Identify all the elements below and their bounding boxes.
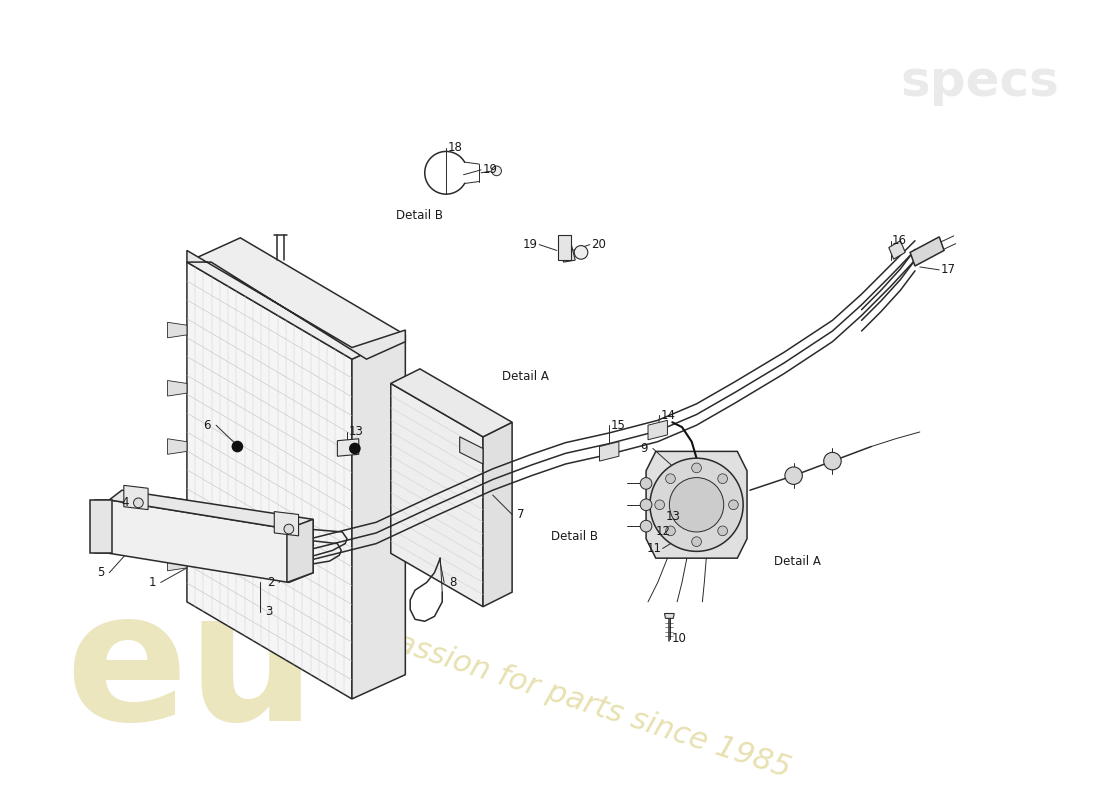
Circle shape [232,441,243,452]
Text: 13: 13 [349,426,363,438]
Polygon shape [559,241,575,262]
Text: 17: 17 [940,263,956,276]
Text: 3: 3 [265,605,272,618]
Polygon shape [390,383,483,606]
Text: 1: 1 [148,576,156,589]
Circle shape [718,526,727,536]
Polygon shape [483,422,513,606]
Polygon shape [352,335,405,699]
Polygon shape [109,500,289,582]
Text: Detail A: Detail A [503,370,549,383]
Text: 20: 20 [591,238,606,251]
Polygon shape [558,235,571,260]
Text: 5: 5 [97,566,104,579]
Circle shape [692,537,702,546]
Polygon shape [124,486,148,510]
Circle shape [640,499,652,510]
Polygon shape [646,451,747,558]
Text: 13: 13 [666,510,681,523]
Polygon shape [390,369,513,437]
Circle shape [284,524,294,534]
Circle shape [728,500,738,510]
Polygon shape [648,420,668,440]
Text: 10: 10 [672,632,686,646]
Circle shape [640,520,652,532]
Polygon shape [167,381,187,396]
Text: 16: 16 [892,234,906,247]
Text: a passion for parts since 1985: a passion for parts since 1985 [346,614,794,784]
Polygon shape [90,500,112,554]
Text: 7: 7 [517,508,525,521]
Polygon shape [109,490,314,529]
Circle shape [785,467,802,484]
Text: 18: 18 [448,141,462,154]
Polygon shape [95,500,109,554]
Circle shape [654,500,664,510]
Circle shape [133,498,143,508]
Polygon shape [187,250,405,359]
Circle shape [718,474,727,483]
Circle shape [666,526,675,536]
Text: 14: 14 [661,409,675,422]
Text: 6: 6 [204,418,211,432]
Text: 19: 19 [524,238,538,251]
Text: eu: eu [66,582,317,758]
Text: Detail A: Detail A [774,554,821,567]
Circle shape [692,463,702,473]
Polygon shape [338,438,359,456]
Polygon shape [187,262,352,699]
Polygon shape [167,555,187,570]
Circle shape [650,458,744,551]
Polygon shape [167,497,187,513]
Polygon shape [287,519,314,582]
Text: 8: 8 [449,576,456,589]
Circle shape [670,478,724,532]
Polygon shape [460,437,483,464]
Text: specs: specs [901,58,1059,106]
Polygon shape [600,442,619,461]
Polygon shape [167,322,187,338]
Text: 4: 4 [121,496,129,510]
Text: 12: 12 [656,526,671,538]
Polygon shape [889,241,905,259]
Text: Detail B: Detail B [396,209,442,222]
Circle shape [640,478,652,490]
Text: 9: 9 [640,442,648,455]
Polygon shape [289,519,314,582]
Polygon shape [664,614,674,618]
Polygon shape [167,438,187,454]
Polygon shape [187,238,405,359]
Text: 19: 19 [482,163,497,176]
Circle shape [574,246,587,259]
Text: 15: 15 [610,418,626,432]
Text: 11: 11 [647,542,661,555]
Circle shape [349,442,361,454]
Polygon shape [910,237,944,266]
Text: Detail B: Detail B [551,530,598,543]
Circle shape [824,452,842,470]
Polygon shape [274,511,298,536]
Text: 2: 2 [266,576,274,589]
Circle shape [492,166,502,176]
Circle shape [666,474,675,483]
